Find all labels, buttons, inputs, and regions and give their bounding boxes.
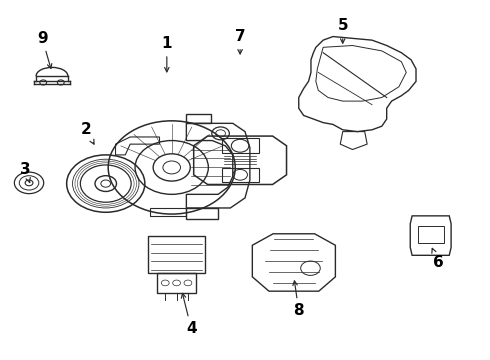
Text: 7: 7 — [235, 29, 245, 54]
Text: 2: 2 — [81, 122, 94, 144]
Text: 5: 5 — [338, 18, 348, 43]
Text: 1: 1 — [162, 36, 172, 72]
Text: 6: 6 — [432, 248, 443, 270]
Text: 4: 4 — [181, 293, 196, 336]
Text: 3: 3 — [20, 162, 30, 183]
Text: 9: 9 — [37, 31, 52, 68]
Text: 8: 8 — [293, 281, 304, 318]
